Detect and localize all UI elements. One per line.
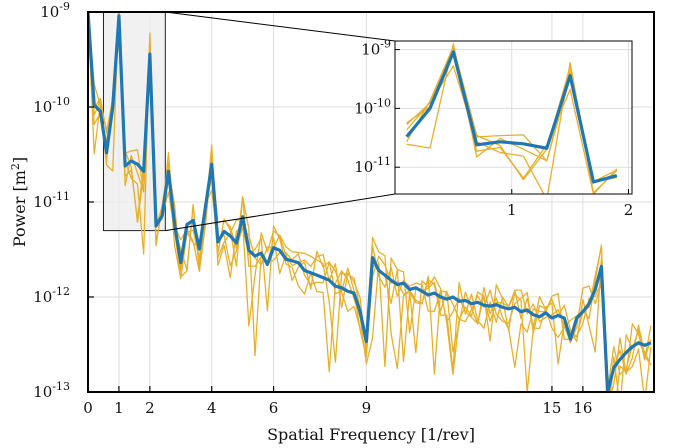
main-axis-ticks: 0 1 2 4 6 9 15 16 10-13 10-12 10-11 10-10 10-9 xyxy=(33,0,592,417)
y-tick-label: 10-12 xyxy=(33,285,70,306)
y-tick-label: 10-11 xyxy=(33,190,70,211)
inset-y-tick-label: 10-10 xyxy=(354,96,391,117)
zoom-connector-top xyxy=(165,11,396,42)
zoom-connector-lines xyxy=(165,11,396,232)
inset-x-tick-label: 2 xyxy=(624,201,634,219)
run-line xyxy=(88,12,652,392)
inset-frame xyxy=(394,40,633,195)
inset-x-tick-label: 1 xyxy=(507,201,517,219)
inset-mean-line xyxy=(405,50,618,184)
y-axis-label: Power [m2] xyxy=(9,157,29,247)
zoom-connector-bottom xyxy=(165,193,396,232)
x-tick-label: 9 xyxy=(362,399,372,417)
y-tick-label: 10-10 xyxy=(33,95,70,116)
x-tick-label: 6 xyxy=(269,399,279,417)
inset-gridlines xyxy=(395,41,632,194)
x-tick-label: 4 xyxy=(207,399,217,417)
x-axis-label: Spatial Frequency [1/rev] xyxy=(267,425,475,444)
y-tick-label: 10-13 xyxy=(33,380,70,401)
y-tick-label: 10-9 xyxy=(40,0,70,21)
x-tick-label: 1 xyxy=(114,399,124,417)
mean-power-line xyxy=(88,12,652,392)
zoom-inset: 1 2 10-11 10-10 10-9 xyxy=(354,38,633,219)
x-tick-label: 15 xyxy=(542,399,561,417)
x-tick-label: 0 xyxy=(83,399,93,417)
inset-y-tick-label: 10-9 xyxy=(361,38,391,59)
inset-background xyxy=(395,41,632,194)
inset-y-tick-label: 10-11 xyxy=(354,155,391,176)
x-tick-label: 16 xyxy=(573,399,592,417)
x-tick-label: 2 xyxy=(145,399,155,417)
inset-axis-ticks: 1 2 10-11 10-10 10-9 xyxy=(354,38,633,219)
